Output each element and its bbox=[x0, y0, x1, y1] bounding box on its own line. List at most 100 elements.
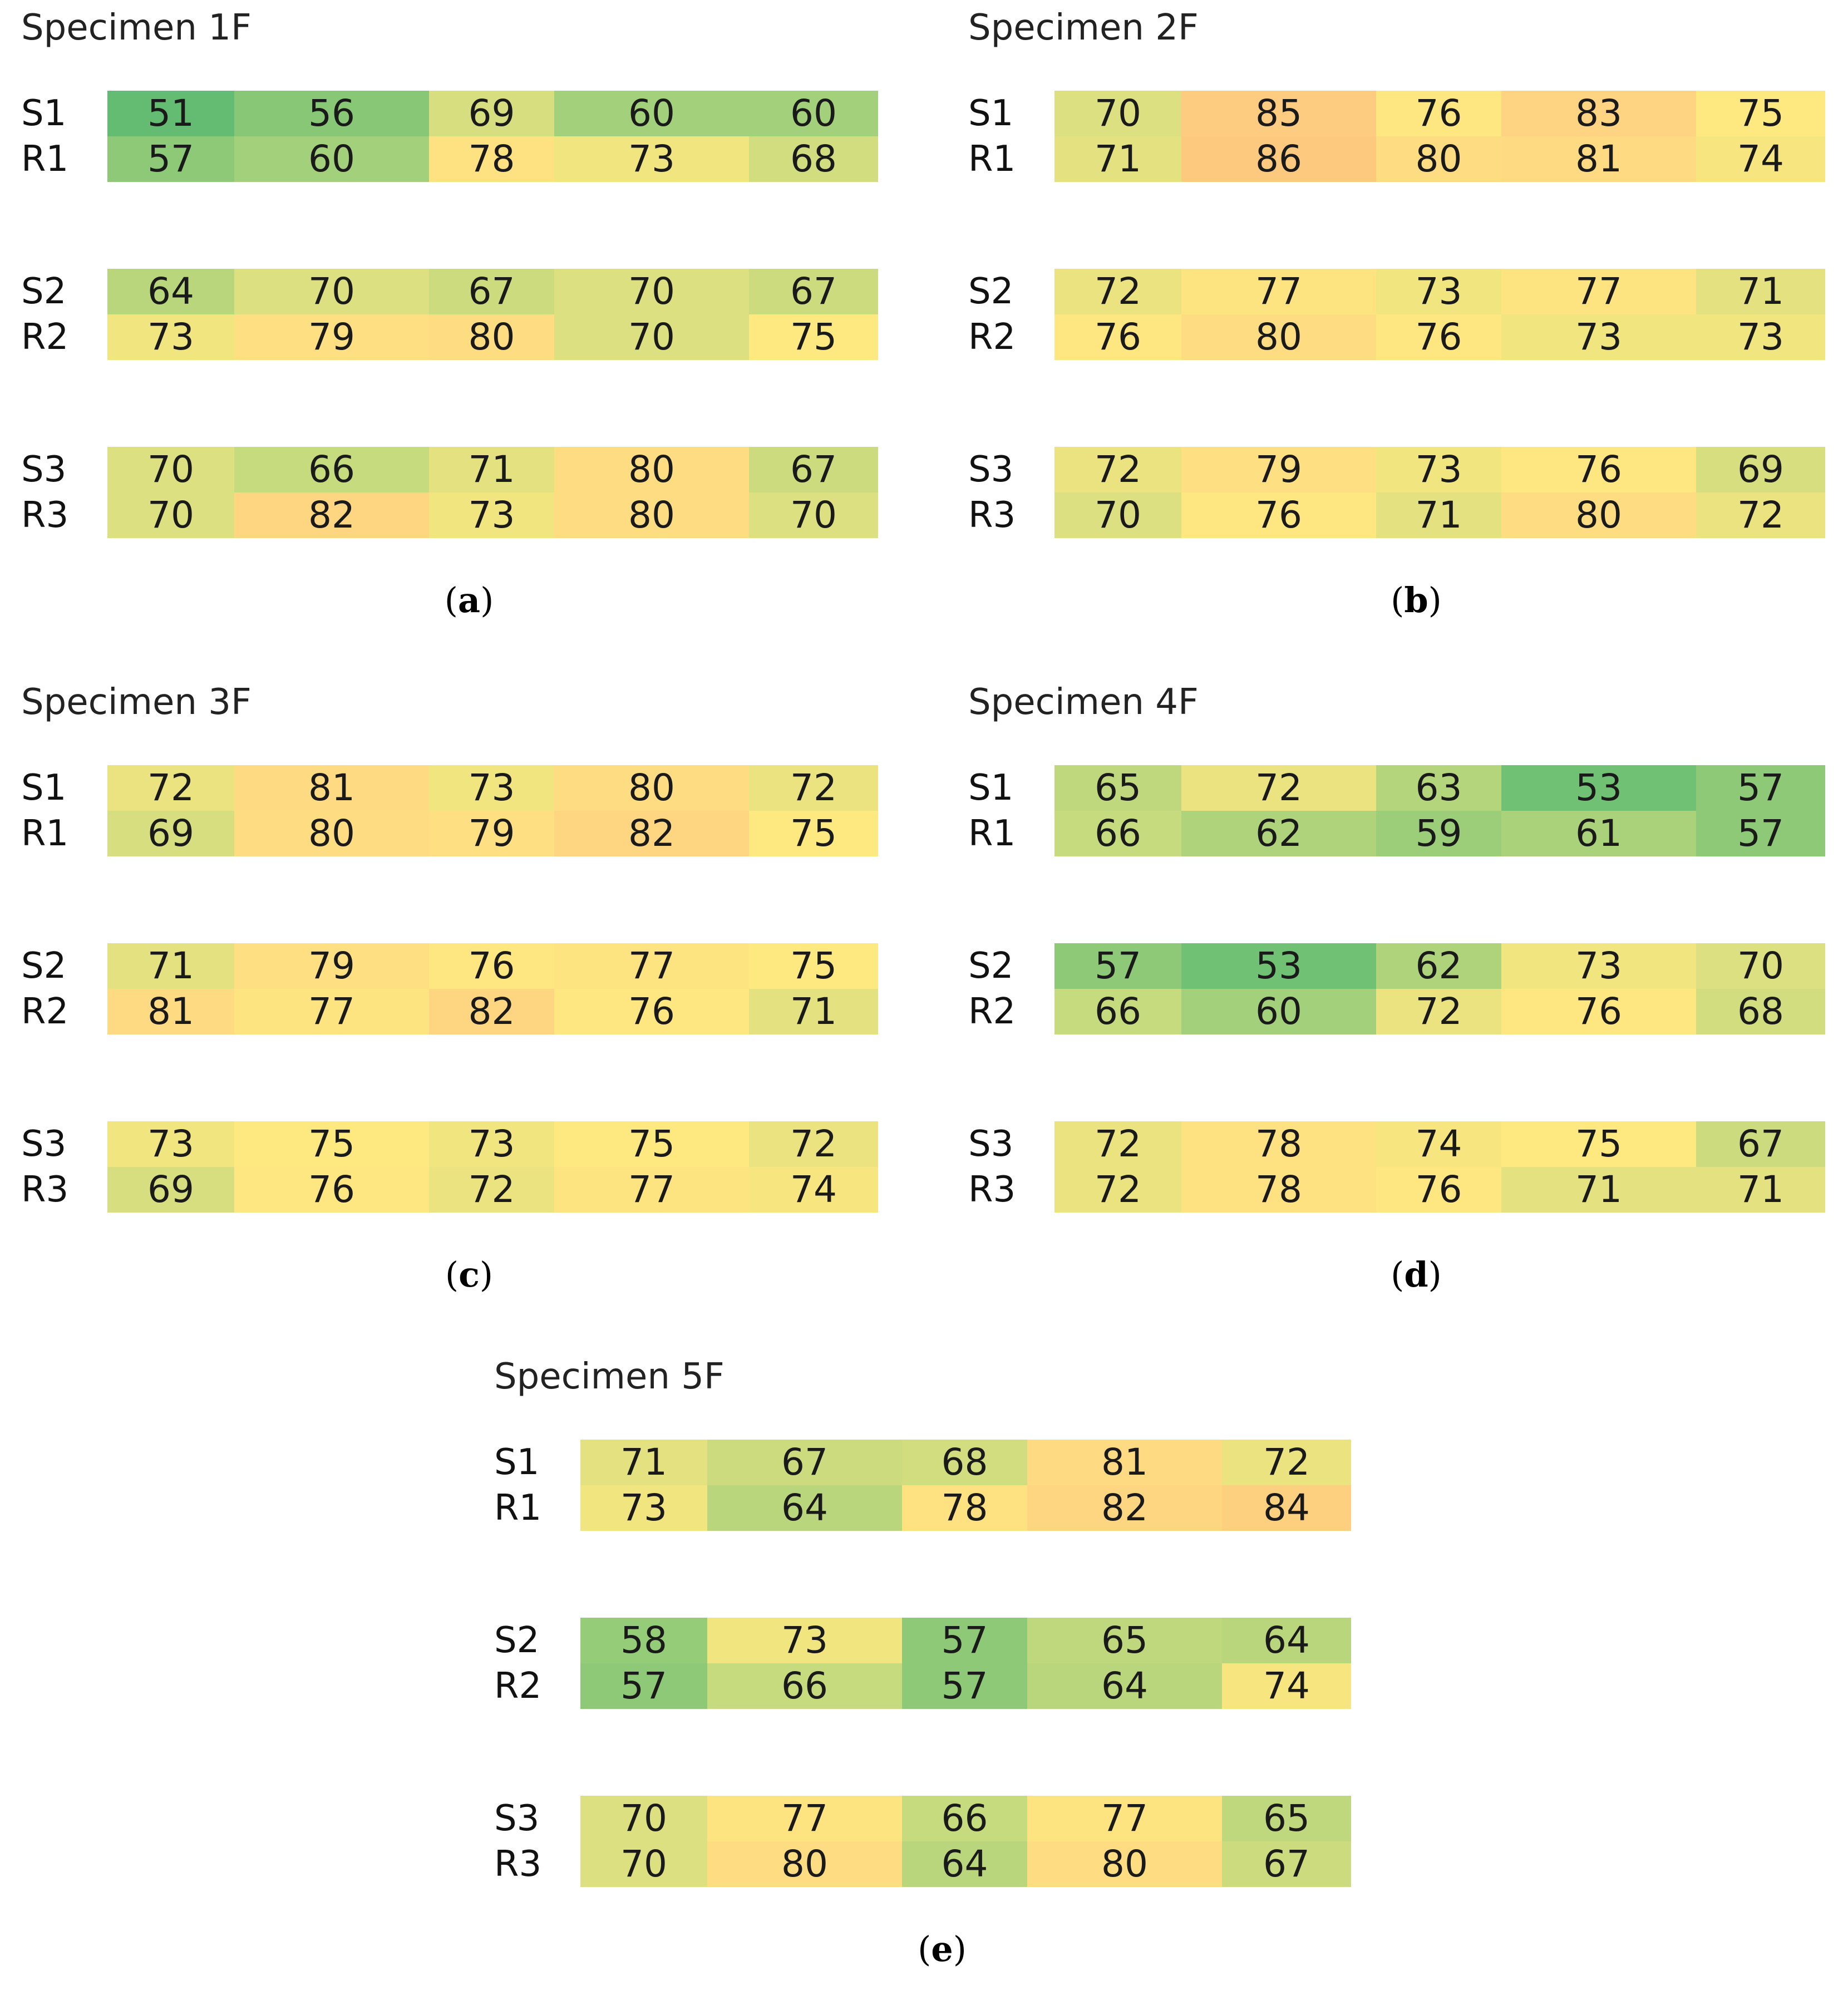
heatmap-cell: 69 bbox=[1696, 447, 1825, 492]
caption-paren-close: ) bbox=[953, 1929, 967, 1969]
heatmap-cell: 84 bbox=[1222, 1485, 1351, 1531]
heatmap-cell: 76 bbox=[1054, 314, 1181, 360]
heatmap-cell: 85 bbox=[1181, 91, 1376, 136]
heatmap-cell: 73 bbox=[1696, 314, 1825, 360]
heatmap-cell: 76 bbox=[554, 989, 749, 1034]
heatmap-cell: 72 bbox=[429, 1167, 554, 1213]
panel-caption: (c) bbox=[21, 1258, 917, 1292]
heatmap-cell: 75 bbox=[749, 314, 878, 360]
caption-letter: d bbox=[1404, 1254, 1428, 1295]
panel-caption: (d) bbox=[968, 1258, 1848, 1292]
heatmap-cell: 73 bbox=[107, 314, 234, 360]
heatmap-cell: 70 bbox=[107, 447, 234, 492]
heatmap-cell: 81 bbox=[107, 989, 234, 1034]
heatmap-panel: Specimen 2F S1 70 85 76 83 75 R1 71 86 80 81 74 S2 72 7… bbox=[968, 10, 1848, 661]
heatmap-cell: 77 bbox=[707, 1796, 902, 1841]
heatmap-cell: 72 bbox=[1376, 989, 1501, 1034]
heatmap-cell: 71 bbox=[580, 1440, 707, 1485]
heatmap-cell: 66 bbox=[707, 1663, 902, 1709]
heatmap-cell: 73 bbox=[1501, 943, 1696, 989]
heatmap-cell: 73 bbox=[107, 1121, 234, 1167]
heatmap-cell: 82 bbox=[429, 989, 554, 1034]
heatmap-cell: 82 bbox=[554, 811, 749, 856]
heatmap-panel: Specimen 5F S1 71 67 68 81 72 R1 73 64 78 82 84 S2 58 7… bbox=[494, 1359, 1390, 2010]
heatmap-cell: 64 bbox=[902, 1841, 1027, 1887]
row-label: S2 bbox=[968, 945, 1014, 987]
heatmap-cell: 77 bbox=[234, 989, 429, 1034]
row-label: R1 bbox=[21, 813, 69, 854]
row-label: R1 bbox=[494, 1487, 542, 1529]
heatmap-panel: Specimen 3F S1 72 81 73 80 72 R1 69 80 79 82 75 S2 71 7… bbox=[21, 684, 917, 1336]
panel-title: Specimen 5F bbox=[494, 1356, 725, 1397]
caption-letter: e bbox=[931, 1929, 953, 1969]
heatmap-cell: 80 bbox=[1027, 1841, 1222, 1887]
heatmap-cell: 76 bbox=[234, 1167, 429, 1213]
heatmap-cell: 66 bbox=[1054, 811, 1181, 856]
row-label: S1 bbox=[21, 93, 67, 134]
heatmap-cell: 71 bbox=[429, 447, 554, 492]
heatmap-cell: 70 bbox=[1054, 91, 1181, 136]
row-label: S3 bbox=[968, 1124, 1014, 1165]
heatmap-cell: 66 bbox=[234, 447, 429, 492]
panel-caption: (b) bbox=[968, 583, 1848, 618]
heatmap-cell: 80 bbox=[234, 811, 429, 856]
heatmap-cell: 81 bbox=[234, 765, 429, 811]
heatmap-cell: 72 bbox=[1696, 492, 1825, 538]
row-label: R1 bbox=[968, 139, 1016, 180]
heatmap-cell: 82 bbox=[234, 492, 429, 538]
caption-paren-open: ( bbox=[444, 580, 458, 620]
heatmap-cell: 78 bbox=[1181, 1121, 1376, 1167]
heatmap-panel: Specimen 4F S1 65 72 63 53 57 R1 66 62 59 61 57 S2 57 5… bbox=[968, 684, 1848, 1336]
row-label: R3 bbox=[21, 1169, 69, 1210]
heatmap-cell: 61 bbox=[1501, 811, 1696, 856]
heatmap-cell: 70 bbox=[749, 492, 878, 538]
heatmap-cell: 65 bbox=[1027, 1618, 1222, 1663]
panel-caption: (a) bbox=[21, 583, 917, 618]
heatmap-cell: 67 bbox=[749, 447, 878, 492]
heatmap-cell: 68 bbox=[749, 136, 878, 182]
heatmap-cell: 70 bbox=[554, 314, 749, 360]
heatmap-cell: 70 bbox=[580, 1841, 707, 1887]
heatmap-cell: 64 bbox=[107, 269, 234, 314]
heatmap-cell: 66 bbox=[1054, 989, 1181, 1034]
row-label: R2 bbox=[968, 991, 1016, 1032]
heatmap-cell: 70 bbox=[1054, 492, 1181, 538]
heatmap-cell: 72 bbox=[1181, 765, 1376, 811]
row-label: S2 bbox=[968, 271, 1014, 312]
heatmap-cell: 62 bbox=[1376, 943, 1501, 989]
heatmap-cell: 80 bbox=[554, 447, 749, 492]
heatmap-cell: 70 bbox=[554, 269, 749, 314]
heatmap-panel: Specimen 1F S1 51 56 69 60 60 R1 57 60 78 73 68 S2 64 7… bbox=[21, 10, 917, 661]
heatmap-cell: 73 bbox=[580, 1485, 707, 1531]
heatmap-cell: 82 bbox=[1027, 1485, 1222, 1531]
heatmap-cell: 71 bbox=[1376, 492, 1501, 538]
heatmap-cell: 67 bbox=[1222, 1841, 1351, 1887]
heatmap-cell: 67 bbox=[429, 269, 554, 314]
heatmap-cell: 73 bbox=[554, 136, 749, 182]
heatmap-cell: 53 bbox=[1501, 765, 1696, 811]
heatmap-cell: 57 bbox=[902, 1618, 1027, 1663]
heatmap-cell: 62 bbox=[1181, 811, 1376, 856]
row-label: R3 bbox=[494, 1844, 542, 1885]
heatmap-cell: 66 bbox=[902, 1796, 1027, 1841]
heatmap-cell: 72 bbox=[1054, 269, 1181, 314]
heatmap-cell: 67 bbox=[749, 269, 878, 314]
heatmap-cell: 69 bbox=[107, 811, 234, 856]
row-label: R3 bbox=[21, 495, 69, 536]
heatmap-cell: 77 bbox=[1181, 269, 1376, 314]
caption-letter: b bbox=[1404, 580, 1428, 620]
caption-paren-close: ) bbox=[1428, 1254, 1442, 1295]
heatmap-cell: 77 bbox=[554, 943, 749, 989]
heatmap-cell: 67 bbox=[1696, 1121, 1825, 1167]
heatmap-cell: 70 bbox=[234, 269, 429, 314]
heatmap-cell: 68 bbox=[902, 1440, 1027, 1485]
heatmap-cell: 73 bbox=[1376, 447, 1501, 492]
heatmap-cell: 83 bbox=[1501, 91, 1696, 136]
panel-title: Specimen 1F bbox=[21, 7, 252, 48]
heatmap-cell: 57 bbox=[1696, 765, 1825, 811]
heatmap-cell: 80 bbox=[1501, 492, 1696, 538]
heatmap-cell: 78 bbox=[1181, 1167, 1376, 1213]
heatmap-cell: 80 bbox=[1376, 136, 1501, 182]
heatmap-cell: 70 bbox=[580, 1796, 707, 1841]
